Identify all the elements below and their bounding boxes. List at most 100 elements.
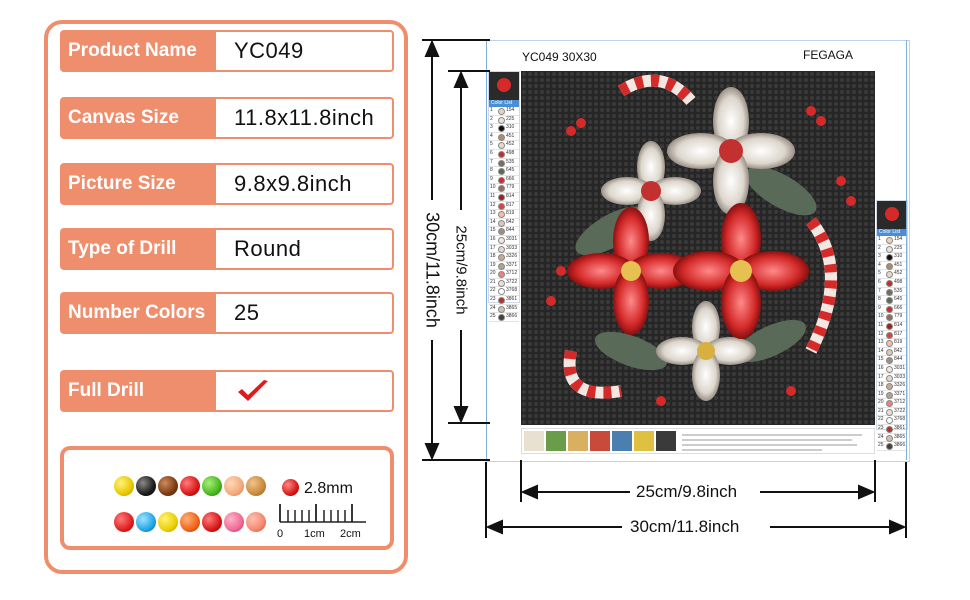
- color-swatch: [498, 150, 505, 158]
- color-index: 3: [878, 253, 881, 260]
- color-list-row: 13 819: [877, 339, 907, 348]
- color-index: 12: [490, 201, 496, 208]
- color-code: 225: [506, 115, 515, 122]
- color-index: 3: [490, 124, 493, 131]
- color-code: 452: [506, 141, 515, 148]
- color-index: 24: [878, 433, 884, 440]
- color-index: 5: [490, 141, 493, 148]
- color-list-row: 10 779: [489, 184, 519, 193]
- color-index: 9: [878, 304, 881, 311]
- color-list-row: 21 3722: [489, 279, 519, 288]
- color-code: 3712: [894, 399, 906, 406]
- color-code: 3722: [894, 407, 906, 414]
- color-swatch: [498, 176, 505, 184]
- color-swatch: [886, 314, 893, 322]
- color-swatch: [498, 314, 505, 322]
- color-index: 14: [490, 218, 496, 225]
- color-list-row: 14 842: [877, 348, 907, 357]
- color-code: 817: [506, 201, 515, 208]
- ruler-label-0: 0: [277, 528, 284, 540]
- color-swatch: [886, 434, 893, 442]
- color-code: 535: [506, 158, 515, 165]
- ruler-icon: [279, 504, 366, 523]
- canvas-width-label: 30cm/11.8inch: [630, 517, 740, 536]
- color-code: 3326: [506, 253, 518, 260]
- color-list-row: 4 451: [489, 133, 519, 142]
- color-swatch: [498, 159, 505, 167]
- color-index: 4: [490, 132, 493, 139]
- color-index: 7: [878, 287, 881, 294]
- color-index: 2: [878, 244, 881, 251]
- color-index: 10: [490, 184, 496, 191]
- color-swatch: [886, 374, 893, 382]
- color-code: 3861: [506, 296, 518, 303]
- color-list-row: 13 819: [489, 210, 519, 219]
- color-index: 9: [490, 175, 493, 182]
- color-swatch: [498, 125, 505, 133]
- color-code: 498: [506, 149, 515, 156]
- color-list-row: 4 451: [877, 262, 907, 271]
- spec-row-picture-size: Picture Size 9.8x9.8inch: [60, 163, 394, 205]
- color-list-row: 19 3371: [877, 391, 907, 400]
- color-list-row: 17 3033: [877, 374, 907, 383]
- color-index: 4: [878, 261, 881, 268]
- color-code: 3865: [894, 433, 906, 440]
- color-index: 5: [878, 270, 881, 277]
- color-list-row: 2 225: [489, 116, 519, 125]
- spec-row-canvas-size: Canvas Size 11.8x11.8inch: [60, 97, 394, 139]
- color-list-row: 22 3768: [877, 416, 907, 426]
- color-list-row: 18 3326: [877, 382, 907, 391]
- color-code: 3866: [894, 442, 906, 449]
- spec-label: Picture Size: [62, 165, 216, 203]
- spec-row-product-name: Product Name YC049: [60, 30, 394, 72]
- color-list-row: 1 154: [489, 107, 519, 116]
- color-index: 18: [878, 382, 884, 389]
- spec-value: 9.8x9.8inch: [234, 171, 353, 196]
- color-code: 3371: [894, 390, 906, 397]
- color-index: 23: [490, 296, 496, 303]
- color-list-row: 9 666: [877, 305, 907, 314]
- color-list-row: 1 154: [877, 236, 907, 245]
- color-swatch: [886, 408, 893, 416]
- color-code: 844: [894, 356, 903, 363]
- color-index: 12: [878, 330, 884, 337]
- color-list-row: 23 3861: [877, 425, 907, 434]
- color-list-right: Color List 1 154 2 225 3 310 4 451 5 452 6 498 7 535 8…: [876, 200, 908, 451]
- color-index: 8: [878, 296, 881, 303]
- color-code: 535: [894, 287, 903, 294]
- color-code: 3031: [894, 364, 906, 371]
- color-swatch: [498, 133, 505, 141]
- color-index: 22: [878, 416, 884, 423]
- color-list-row: 12 817: [877, 331, 907, 340]
- color-swatch: [498, 219, 505, 227]
- color-code: 3861: [894, 425, 906, 432]
- color-code: 3371: [506, 261, 518, 268]
- color-index: 21: [490, 278, 496, 285]
- color-index: 19: [490, 261, 496, 268]
- color-index: 17: [490, 244, 496, 251]
- color-list-row: 7 535: [489, 159, 519, 168]
- guide-line: [486, 40, 487, 460]
- color-index: 2: [490, 115, 493, 122]
- color-swatch: [886, 305, 893, 313]
- color-swatch: [886, 400, 893, 408]
- color-list-row: 8 645: [877, 296, 907, 305]
- canvas-height-label: 30cm/11.8inch: [422, 212, 443, 328]
- canvas-code: YC049 30X30: [522, 50, 597, 64]
- color-list-left: Color List 1 154 2 225 3 310 4 451 5 452 6 498 7 535 8…: [488, 71, 520, 322]
- ruler-label-1cm: 1cm: [304, 528, 325, 540]
- color-swatch: [498, 168, 505, 176]
- color-swatch: [498, 279, 505, 287]
- color-code: 814: [894, 321, 903, 328]
- spec-label: Product Name: [62, 32, 216, 70]
- color-swatch: [886, 426, 893, 434]
- color-index: 15: [490, 227, 496, 234]
- color-index: 18: [490, 253, 496, 260]
- color-swatch: [498, 185, 505, 193]
- color-code: 451: [506, 132, 515, 139]
- spec-label: Type of Drill: [62, 230, 216, 268]
- color-code: 645: [506, 167, 515, 174]
- color-code: 844: [506, 227, 515, 234]
- color-code: 225: [894, 244, 903, 251]
- color-swatch: [498, 288, 505, 296]
